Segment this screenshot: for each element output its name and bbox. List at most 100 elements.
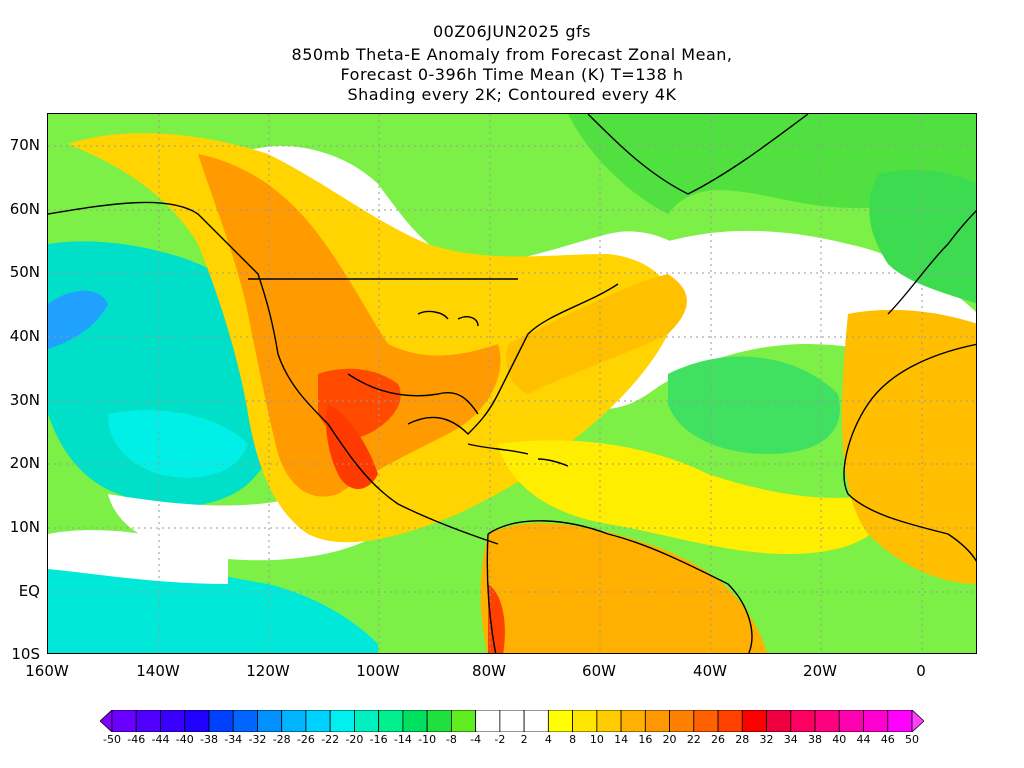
colorbar-swatch (426, 710, 452, 732)
chart-title-line1: 00Z06JUN2025 gfs (432, 22, 591, 41)
colorbar-label: 20 (662, 733, 677, 746)
colorbar-swatch (257, 710, 283, 732)
colorbar-left-arrow (100, 710, 113, 732)
x-axis-label: 40W (693, 662, 727, 680)
x-axis-label: 120W (246, 662, 290, 680)
colorbar-right-arrow (911, 710, 924, 732)
colorbar-label: 4 (544, 733, 552, 746)
x-axis-label: 0 (916, 662, 926, 680)
colorbar-swatch (208, 710, 234, 732)
x-axis-label: 140W (136, 662, 180, 680)
south-america-coast (486, 520, 753, 653)
colorbar-swatch (596, 710, 622, 732)
colorbar-label: 34 (783, 733, 798, 746)
africa-orange (842, 309, 976, 584)
colorbar-label: -8 (445, 733, 457, 746)
pacific-cyan-2 (108, 410, 248, 478)
colorbar-label: -50 (103, 733, 121, 746)
colorbar-label: 50 (905, 733, 919, 746)
colorbar-swatch (790, 710, 816, 732)
colorbar-swatch (329, 710, 355, 732)
colorbar-label: 16 (638, 733, 653, 746)
na-east-coast (407, 283, 619, 435)
south-america-orange (480, 523, 768, 653)
colorbar-swatch (184, 710, 210, 732)
colorbar-label: -26 (296, 733, 315, 746)
colorbar-label: -46 (127, 733, 146, 746)
x-axis-label: 80W (472, 662, 506, 680)
na-west-coast (48, 201, 499, 545)
colorbar-label: 46 (880, 733, 895, 746)
colorbar-swatch (450, 710, 477, 732)
y-axis-label: 60N (9, 200, 40, 218)
x-axis-label: 160W (25, 662, 69, 680)
chart-title-line2: 850mb Theta-E Anomaly from Forecast Zona… (291, 45, 733, 64)
europe-green (869, 169, 976, 304)
mexico-red (326, 404, 378, 489)
y-axis-label: 30N (9, 391, 40, 409)
gulf-coast (347, 373, 479, 415)
colorbar-label: 10 (589, 733, 604, 746)
colorbar-swatch (160, 710, 186, 732)
chart-title-line4: Shading every 2K; Contoured every 4K (347, 85, 677, 104)
colorbar-swatch (741, 710, 767, 732)
colorbar-label: 14 (614, 733, 629, 746)
colorbar-swatch (669, 710, 695, 732)
colorbar-swatch (475, 710, 501, 732)
y-axis-label: 40N (9, 327, 40, 345)
europe-coast (887, 210, 976, 315)
colorbar-swatch (135, 710, 161, 732)
colorbar-label: -28 (272, 733, 291, 746)
colorbar-swatch (620, 710, 646, 732)
colorbar-label: -20 (345, 733, 364, 746)
tropical-atlantic-yellow (498, 440, 883, 554)
y-axis-label: EQ (18, 582, 40, 600)
colorbar-label: -16 (369, 733, 388, 746)
pacific-blue-region (48, 290, 108, 349)
colorbar-swatch (572, 710, 598, 732)
colorbar-label: 22 (686, 733, 701, 746)
colorbar-swatch (523, 710, 549, 732)
colorbar-label: -14 (393, 733, 412, 746)
colorbar-swatch (814, 710, 840, 732)
y-axis-label: 10N (9, 518, 40, 536)
colorbar-label: -40 (175, 733, 194, 746)
colorbar-swatch (402, 710, 428, 732)
colorbar-label: 26 (711, 733, 726, 746)
colorbar-label: -4 (470, 733, 482, 746)
colorbar-swatch (766, 710, 792, 732)
colorbar (100, 710, 924, 732)
colorbar-label: 32 (759, 733, 774, 746)
y-axis-label: 20N (9, 454, 40, 472)
colorbar-label: -32 (248, 733, 267, 746)
colorbar-label: 38 (808, 733, 823, 746)
y-axis-label: 10S (11, 645, 40, 663)
colorbar-label: 8 (569, 733, 577, 746)
atlantic-plume (506, 274, 687, 394)
colorbar-label: 2 (520, 733, 528, 746)
x-axis-label: 60W (582, 662, 616, 680)
colorbar-swatch (644, 710, 670, 732)
colorbar-swatch (863, 710, 889, 732)
greenland-coast (587, 114, 809, 195)
colorbar-label: 28 (735, 733, 750, 746)
colorbar-label: -22 (321, 733, 340, 746)
east-atlantic-green (668, 356, 840, 454)
chart-title-line3: Forecast 0-396h Time Mean (K) T=138 h (340, 65, 684, 84)
colorbar-swatch (281, 710, 307, 732)
colorbar-swatch (354, 710, 380, 732)
africa-coast (843, 343, 976, 562)
colorbar-label: 40 (832, 733, 847, 746)
colorbar-swatch (717, 710, 743, 732)
colorbar-swatch (693, 710, 719, 732)
colorbar-swatch (232, 710, 258, 732)
colorbar-label: -44 (151, 733, 170, 746)
colorbar-swatch (499, 710, 525, 732)
anomaly-map (48, 114, 976, 653)
colorbar-swatch (547, 710, 574, 732)
great-lakes (417, 310, 479, 327)
colorbar-label: 44 (856, 733, 871, 746)
y-axis-label: 70N (9, 136, 40, 154)
coastlines (48, 114, 976, 653)
colorbar-label: -10 (418, 733, 437, 746)
